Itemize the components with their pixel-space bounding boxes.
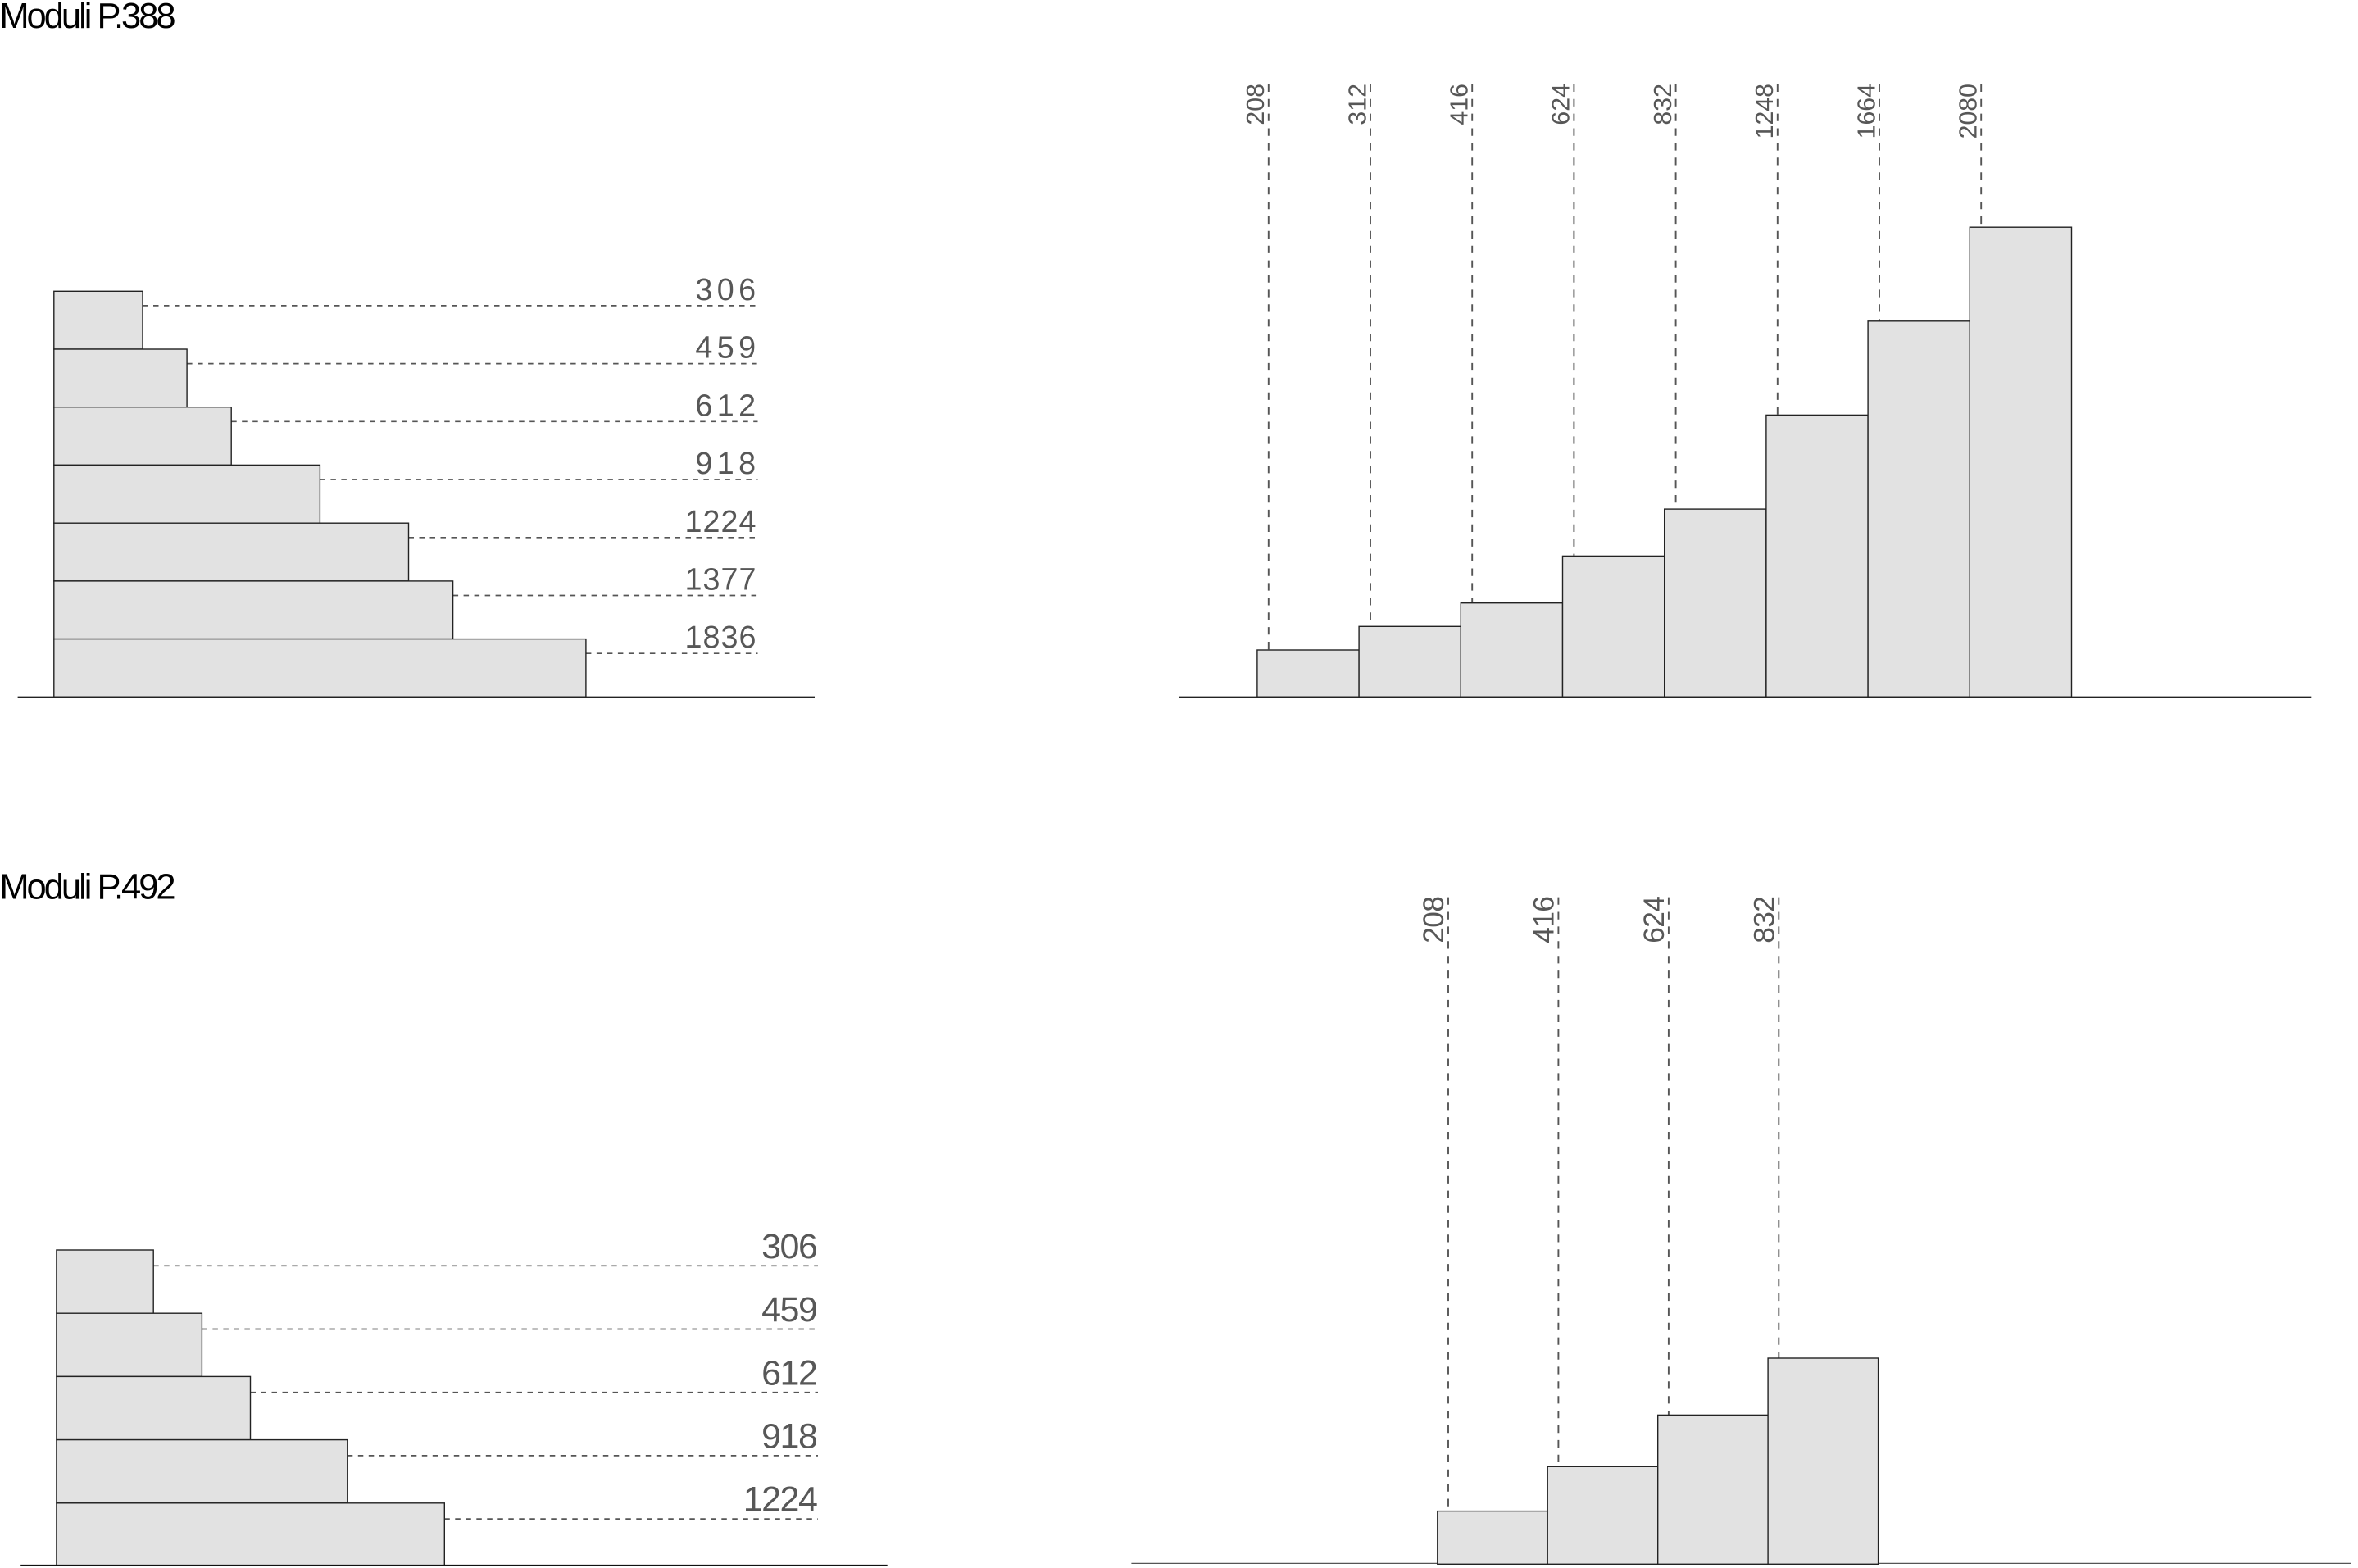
svg-text:459: 459 [761, 1290, 816, 1329]
svg-text:918: 918 [761, 1417, 817, 1457]
svg-text:Moduli P.492: Moduli P.492 [0, 868, 174, 907]
svg-text:306: 306 [761, 1227, 817, 1266]
svg-text:Moduli P.388: Moduli P.388 [0, 0, 175, 36]
svg-text:416: 416 [1527, 897, 1560, 943]
svg-text:832: 832 [1650, 84, 1677, 125]
svg-text:1248: 1248 [1751, 84, 1779, 139]
svg-text:459: 459 [695, 330, 760, 365]
svg-text:612: 612 [695, 388, 760, 422]
svg-text:624: 624 [1638, 897, 1670, 943]
svg-text:1836: 1836 [684, 620, 756, 654]
svg-text:832: 832 [1747, 897, 1780, 943]
svg-text:208: 208 [1417, 897, 1450, 943]
svg-text:1377: 1377 [684, 562, 756, 597]
svg-text:918: 918 [695, 446, 760, 480]
svg-text:1664: 1664 [1853, 84, 1880, 139]
svg-text:2080: 2080 [1956, 84, 1983, 139]
svg-text:1224: 1224 [743, 1480, 817, 1520]
svg-text:312: 312 [1344, 84, 1371, 125]
svg-text:416: 416 [1447, 84, 1474, 125]
svg-text:306: 306 [695, 272, 760, 307]
svg-text:612: 612 [761, 1353, 816, 1393]
svg-text:624: 624 [1548, 84, 1575, 125]
svg-text:208: 208 [1243, 84, 1270, 125]
svg-text:1224: 1224 [684, 504, 756, 539]
